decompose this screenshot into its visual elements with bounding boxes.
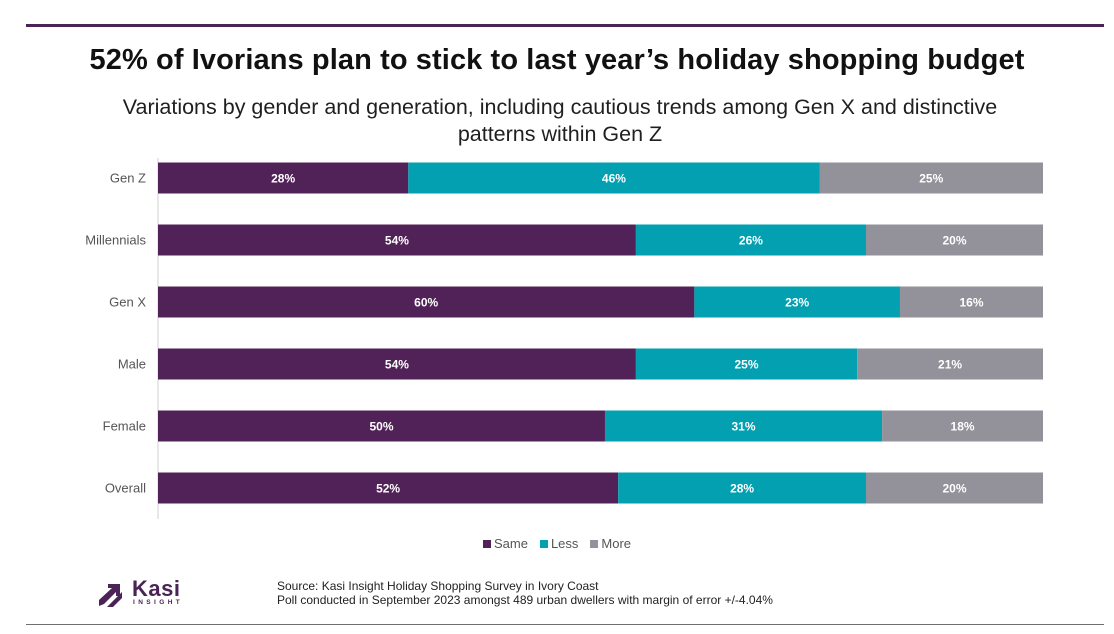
chart-title: 52% of Ivorians plan to stick to last ye… <box>89 44 1025 76</box>
data-label-same-gen-x: 60% <box>414 296 438 310</box>
logo-word: Kasi <box>132 576 181 601</box>
data-label-less-gen-z: 46% <box>602 172 626 186</box>
chart-subtitle: Variations by gender and generation, inc… <box>122 95 998 146</box>
data-label-less-overall: 28% <box>730 482 754 496</box>
legend-label-less: Less <box>550 536 579 551</box>
data-label-same-overall: 52% <box>376 482 400 496</box>
data-label-more-male: 21% <box>938 358 962 372</box>
category-label-male: Male <box>118 357 146 372</box>
legend-swatch-same <box>482 539 491 548</box>
data-label-more-overall: 20% <box>942 482 966 496</box>
kasi-logo: Kasi INSIGHT <box>96 576 196 610</box>
data-label-same-female: 50% <box>369 420 393 434</box>
category-label-gen-z: Gen Z <box>110 171 146 186</box>
legend-item-less: Less <box>539 536 579 551</box>
data-label-more-gen-x: 16% <box>959 296 983 310</box>
bar-less-male <box>635 348 858 380</box>
data-label-more-female: 18% <box>951 420 975 434</box>
data-label-same-male: 54% <box>385 358 409 372</box>
legend-item-same: Same <box>482 536 528 551</box>
legend: Same Less More <box>0 536 1114 551</box>
bar-less-female <box>604 410 883 442</box>
bar-same-gen-x <box>158 286 695 318</box>
bar-same-female <box>158 410 605 442</box>
top-rule <box>26 24 1104 27</box>
bar-more-millennials <box>866 224 1043 256</box>
legend-swatch-more <box>590 539 599 548</box>
bar-same-gen-z <box>158 162 409 194</box>
bar-same-overall <box>158 472 619 504</box>
legend-label-more: More <box>601 536 632 551</box>
bar-more-gen-z <box>819 162 1043 194</box>
legend-item-more: More <box>590 536 631 551</box>
legend-label-same: Same <box>493 536 528 551</box>
category-label-female: Female <box>103 419 146 434</box>
data-label-less-female: 31% <box>732 420 756 434</box>
bar-more-gen-x <box>899 286 1043 318</box>
data-label-less-male: 25% <box>735 358 759 372</box>
bar-less-gen-x <box>694 286 900 318</box>
logo-subword: INSIGHT <box>133 599 184 606</box>
bar-less-millennials <box>635 224 866 256</box>
category-label-millennials: Millennials <box>85 233 146 248</box>
bar-same-male <box>158 348 636 380</box>
kasi-logo-mark-icon <box>99 584 122 607</box>
data-label-less-gen-x: 23% <box>785 296 809 310</box>
legend-swatch-less <box>539 539 548 548</box>
source-note: Source: Kasi Insight Holiday Shopping Su… <box>277 579 773 607</box>
data-label-less-millennials: 26% <box>739 234 763 248</box>
source-line-1: Source: Kasi Insight Holiday Shopping Su… <box>277 579 599 593</box>
source-line-2: Poll conducted in September 2023 amongst… <box>277 593 773 607</box>
bar-same-millennials <box>158 224 636 256</box>
bar-less-gen-z <box>408 162 820 194</box>
bottom-rule <box>26 624 1104 625</box>
category-label-overall: Overall <box>105 481 146 496</box>
data-label-more-gen-z: 25% <box>919 172 943 186</box>
data-label-more-millennials: 20% <box>942 234 966 248</box>
bar-more-female <box>882 410 1043 442</box>
bar-more-male <box>857 348 1043 380</box>
bar-less-overall <box>618 472 866 504</box>
data-label-same-millennials: 54% <box>385 234 409 248</box>
category-label-gen-x: Gen X <box>109 295 146 310</box>
bar-more-overall <box>866 472 1043 504</box>
data-label-same-gen-z: 28% <box>271 172 295 186</box>
